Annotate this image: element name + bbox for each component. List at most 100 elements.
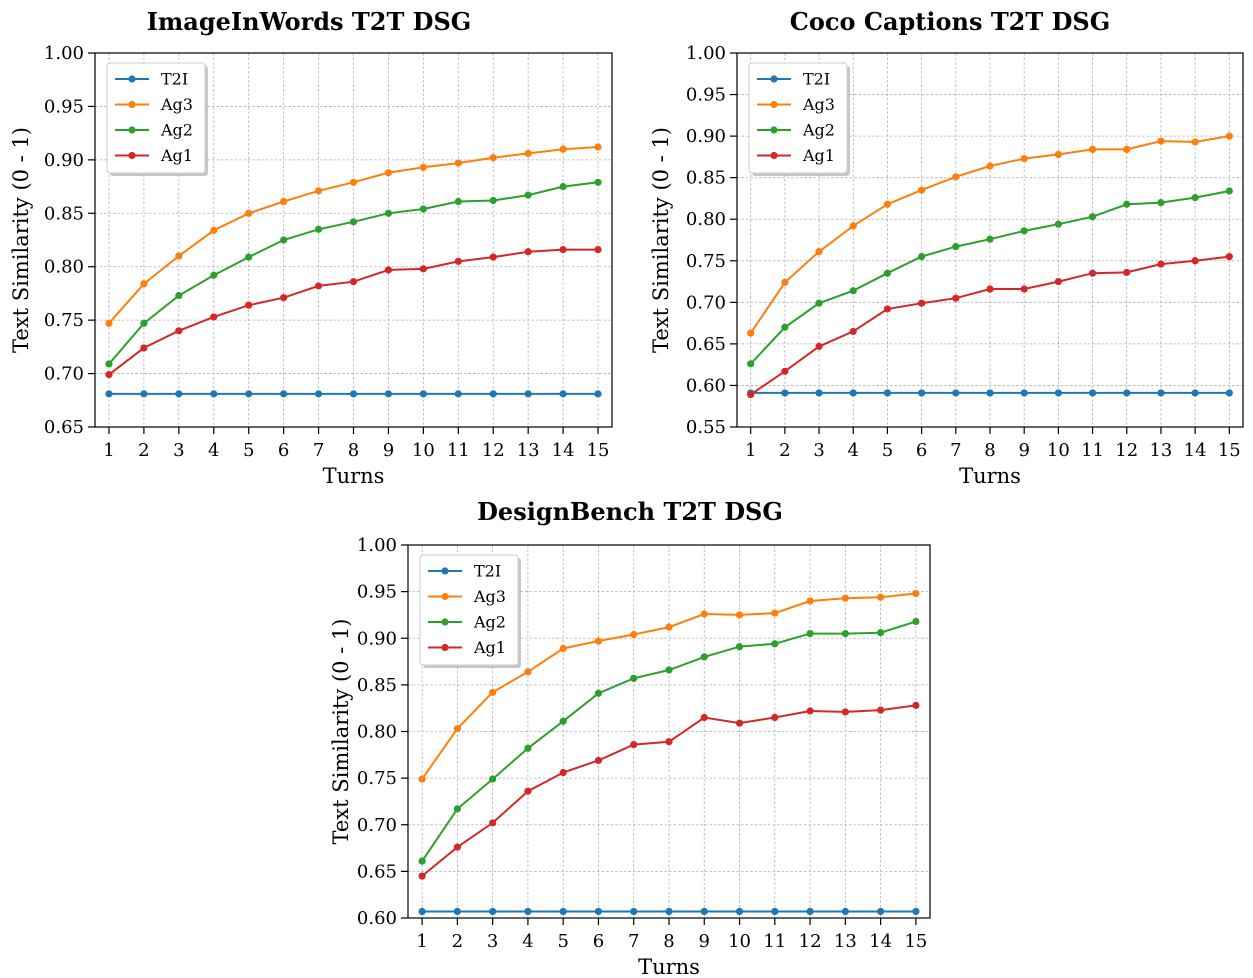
y-tick-label: 0.95: [44, 96, 84, 117]
data-point-t2i: [594, 390, 602, 398]
data-point-ag1: [489, 819, 497, 827]
y-tick-label: 0.75: [686, 251, 726, 272]
data-point-ag2: [418, 857, 426, 865]
legend-label-ag2: Ag2: [802, 121, 835, 140]
y-tick-label: 0.80: [357, 722, 397, 743]
x-tick-label: 12: [1115, 440, 1138, 461]
data-point-ag2: [453, 805, 461, 813]
x-tick-label: 13: [517, 440, 540, 461]
x-tick-label: 3: [487, 931, 498, 952]
legend-label-ag1: Ag1: [473, 638, 506, 657]
x-axis-label: Turns: [638, 955, 700, 978]
data-point-ag2: [280, 236, 288, 244]
y-tick-label: 1.00: [686, 43, 726, 64]
legend-label-t2i: T2I: [161, 70, 188, 89]
y-axis-label: Text Similarity (0 - 1): [9, 127, 33, 353]
x-tick-label: 8: [348, 440, 359, 461]
data-point-t2i: [175, 390, 183, 398]
data-point-ag1: [918, 299, 926, 307]
data-point-t2i: [952, 389, 960, 397]
data-point-ag3: [952, 173, 960, 181]
data-point-ag2: [952, 243, 960, 251]
data-point-ag3: [630, 630, 638, 639]
data-point-t2i: [524, 390, 532, 398]
data-point-ag2: [210, 271, 218, 279]
x-tick-label: 1: [103, 440, 114, 461]
data-point-t2i: [559, 907, 567, 916]
y-tick-label: 0.65: [686, 334, 726, 355]
data-point-t2i: [841, 907, 849, 916]
x-tick-label: 8: [984, 440, 995, 461]
data-point-ag2: [918, 253, 926, 261]
y-tick-label: 0.70: [357, 815, 397, 836]
legend-box: [748, 62, 848, 174]
data-point-ag3: [524, 149, 532, 158]
x-tick-label: 7: [628, 931, 639, 952]
chart-title: ImageInWords T2T DSG: [147, 7, 472, 36]
legend-box: [106, 62, 206, 174]
data-point-ag1: [735, 719, 744, 727]
y-tick-label: 0.95: [686, 85, 726, 106]
data-point-t2i: [1123, 389, 1131, 397]
legend-label-t2i: T2I: [803, 70, 830, 89]
legend-label-ag3: Ag3: [160, 95, 193, 114]
data-point-ag3: [747, 329, 755, 337]
data-point-ag2: [245, 253, 253, 261]
data-point-ag2: [735, 643, 744, 651]
data-point-t2i: [1088, 389, 1097, 397]
data-point-t2i: [735, 907, 744, 916]
data-point-t2i: [665, 907, 673, 916]
data-point-ag3: [665, 623, 673, 631]
x-axis-label: Turns: [959, 464, 1021, 488]
data-point-t2i: [1020, 389, 1028, 397]
x-tick-label: 1: [416, 931, 427, 952]
x-tick-label: 9: [699, 931, 710, 952]
y-tick-label: 0.55: [686, 417, 726, 438]
data-point-ag2: [419, 205, 427, 213]
legend-marker-ag2: [770, 126, 778, 134]
data-point-ag3: [594, 637, 603, 645]
data-point-ag1: [1191, 257, 1199, 265]
x-tick-label: 2: [452, 931, 463, 952]
x-tick-label: 5: [882, 440, 893, 461]
x-axis-label: Turns: [323, 464, 385, 488]
data-point-t2i: [700, 907, 708, 916]
data-point-ag2: [877, 629, 885, 637]
y-tick-label: 0.85: [357, 675, 397, 696]
data-point-ag1: [524, 787, 532, 795]
x-tick-label: 12: [482, 440, 505, 461]
data-point-t2i: [912, 907, 920, 916]
data-point-ag3: [1191, 138, 1199, 146]
x-tick-label: 2: [779, 440, 790, 461]
x-tick-label: 6: [593, 931, 604, 952]
y-tick-label: 0.85: [44, 203, 84, 224]
data-point-t2i: [815, 389, 823, 397]
data-point-ag3: [524, 668, 532, 676]
data-point-ag2: [912, 617, 920, 626]
data-point-ag3: [841, 594, 849, 602]
data-point-t2i: [1225, 389, 1233, 397]
legend-marker-ag3: [128, 100, 136, 109]
data-point-ag2: [700, 653, 708, 661]
data-point-ag1: [559, 246, 567, 254]
data-point-ag1: [1088, 269, 1097, 277]
data-point-ag3: [700, 610, 708, 618]
data-point-ag3: [1123, 145, 1131, 154]
data-point-ag3: [1225, 132, 1233, 140]
x-tick-label: 15: [1218, 440, 1241, 461]
data-point-t2i: [877, 907, 885, 916]
x-tick-label: 6: [916, 440, 927, 461]
legend-marker-ag1: [770, 151, 778, 160]
data-point-t2i: [1191, 389, 1199, 397]
x-tick-label: 5: [557, 931, 568, 952]
x-tick-label: 12: [799, 931, 822, 952]
x-tick-label: 10: [1047, 440, 1070, 461]
x-tick-label: 14: [1184, 440, 1207, 461]
data-point-t2i: [781, 389, 789, 397]
data-point-ag2: [489, 775, 497, 783]
y-tick-label: 0.75: [44, 310, 84, 331]
x-tick-label: 14: [552, 440, 575, 461]
legend-label-ag3: Ag3: [802, 95, 835, 114]
data-point-ag1: [384, 266, 393, 274]
data-point-ag2: [841, 629, 849, 638]
